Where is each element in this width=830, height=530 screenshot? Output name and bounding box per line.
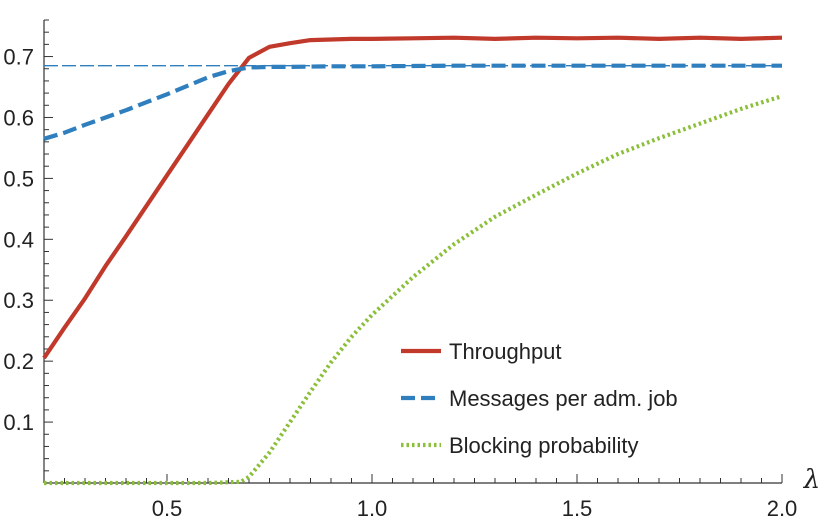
series-line-3 — [44, 94, 783, 486]
series-line-1 — [42, 35, 783, 360]
x-tick-label: 1.0 — [357, 496, 388, 521]
legend-label-3: Blocking probability — [449, 433, 639, 458]
y-tick-label: 0.1 — [3, 410, 34, 435]
y-tick-label: 0.2 — [3, 349, 34, 374]
y-tick-label: 0.7 — [3, 45, 34, 70]
x-axis-label: λ — [803, 465, 820, 495]
axes: 0.5 1.0 1.5 2.0 0.1 0.2 0.3 0.4 0.5 0.6 0.7 λ — [3, 19, 820, 521]
legend-label-2: Messages per adm. job — [449, 386, 678, 411]
y-tick-label: 0.5 — [3, 166, 34, 191]
y-tick-label: 0.4 — [3, 227, 34, 252]
legend: Throughput Messages per adm. job Blocking … — [401, 339, 678, 458]
legend-label-1: Throughput — [449, 339, 562, 364]
x-tick-label: 1.5 — [562, 496, 593, 521]
y-tick-label: 0.3 — [3, 288, 34, 313]
series-lines — [42, 35, 783, 486]
y-tick-label: 0.6 — [3, 105, 34, 130]
series-line-2 — [43, 63, 782, 141]
x-tick-label: 0.5 — [152, 496, 183, 521]
x-tick-label: 2.0 — [767, 496, 798, 521]
